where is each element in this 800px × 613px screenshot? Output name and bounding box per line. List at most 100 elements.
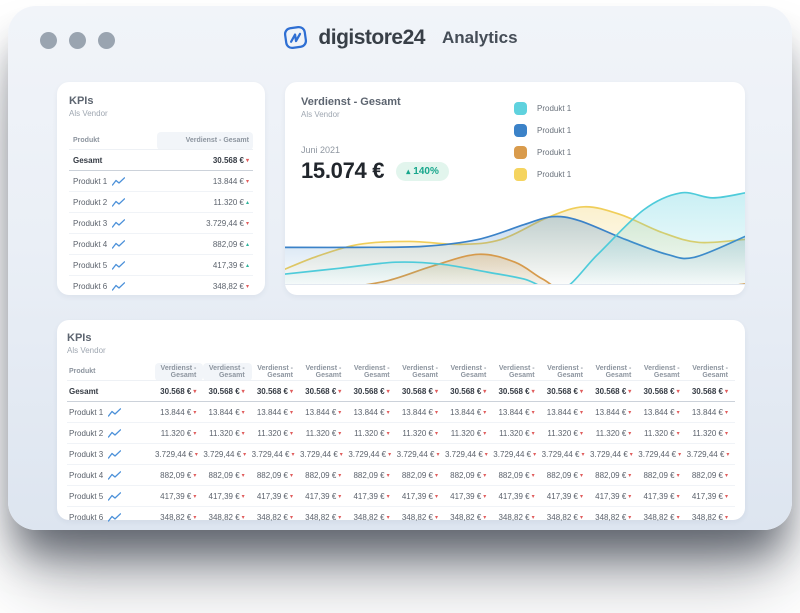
trend-indicator-icon: ▾ bbox=[724, 493, 728, 500]
trend-indicator-icon: ▾ bbox=[628, 514, 632, 521]
sparkline-icon bbox=[108, 491, 122, 501]
trend-indicator-icon: ▾ bbox=[434, 409, 438, 416]
app-header: digistore24 Analytics bbox=[8, 24, 792, 51]
product-cell: Produkt 3 bbox=[67, 443, 155, 465]
value-cell: 3.729,44 € ▾ bbox=[396, 443, 445, 465]
trend-indicator-icon: ▾ bbox=[676, 409, 680, 416]
value-cell: 882,09 € ▾ bbox=[348, 464, 397, 486]
trend-indicator-icon: ▴ bbox=[245, 241, 249, 248]
trend-indicator-icon: ▾ bbox=[193, 430, 197, 437]
table-row: Produkt 6 348,82 € ▾ 348,82 € ▾ 348,82 € ▾ 348,… bbox=[67, 506, 735, 528]
trend-indicator-icon: ▾ bbox=[193, 472, 197, 479]
trend-indicator-icon: ▾ bbox=[434, 514, 438, 521]
legend-item[interactable]: Produkt 1 bbox=[514, 168, 571, 181]
trend-indicator-icon: ▾ bbox=[434, 388, 438, 395]
sparkline-icon bbox=[112, 218, 126, 228]
value-cell: 3.729,44 € ▾ bbox=[251, 443, 300, 465]
value-cell: 348,82 € ▾ bbox=[396, 506, 445, 528]
column-header-verdienst: Verdienst - Gesamt bbox=[157, 132, 253, 150]
trend-indicator-icon: ▾ bbox=[193, 409, 197, 416]
value-cell: 30.568 € ▾ bbox=[299, 380, 349, 402]
chart-card: Verdienst - Gesamt Als Vendor Juni 2021 … bbox=[285, 82, 745, 295]
chart-period: Juni 2021 bbox=[301, 145, 341, 155]
value-cell: 882,09 € ▾ bbox=[686, 464, 735, 486]
value-cell: 11.320 € ▾ bbox=[638, 422, 687, 444]
trend-indicator-icon: ▾ bbox=[629, 451, 633, 458]
app-window: digistore24 Analytics KPIs Als Vendor Pr… bbox=[8, 6, 792, 530]
kpi-card: KPIs Als Vendor Produkt Verdienst - Gesam… bbox=[57, 82, 265, 297]
value-cell: 882,09 € ▾ bbox=[299, 464, 349, 486]
value-cell: 13.844 € ▾ bbox=[396, 401, 445, 423]
legend-item[interactable]: Produkt 1 bbox=[514, 102, 571, 115]
value-cell: 882,09 € ▾ bbox=[493, 464, 542, 486]
value-cell: 3.729,44 € ▾ bbox=[541, 443, 590, 465]
product-label: Produkt 5 bbox=[69, 491, 104, 501]
legend-item[interactable]: Produkt 1 bbox=[514, 124, 571, 137]
value-cell: 30.568 € ▾ bbox=[203, 380, 252, 402]
column-header-verdienst: Verdienst - Gesamt bbox=[692, 364, 728, 379]
trend-indicator-icon: ▾ bbox=[581, 451, 585, 458]
value-cell: 348,82 € ▾ bbox=[299, 506, 349, 528]
value-cell: 30.568 € ▾ bbox=[541, 380, 590, 402]
chart-area-3 bbox=[285, 192, 745, 284]
value-cell: 13.844 € ▾ bbox=[348, 401, 397, 423]
value-cell: 13.844 € ▾ bbox=[686, 401, 735, 423]
trend-indicator-icon: ▾ bbox=[289, 430, 293, 437]
trend-indicator-icon: ▾ bbox=[339, 451, 343, 458]
trend-indicator-icon: ▾ bbox=[676, 388, 680, 395]
table-row: Produkt 3 3.729,44 € ▾ bbox=[69, 212, 253, 234]
legend-label: Produkt 1 bbox=[537, 170, 572, 179]
trend-indicator-icon: ▾ bbox=[579, 472, 583, 479]
trend-indicator-icon: ▾ bbox=[436, 451, 440, 458]
trend-indicator-icon: ▴ bbox=[245, 262, 249, 269]
trend-indicator-icon: ▾ bbox=[386, 388, 390, 395]
sparkline-icon bbox=[108, 407, 122, 417]
trend-indicator-icon: ▾ bbox=[386, 472, 390, 479]
column-header-verdienst: Verdienst - Gesamt bbox=[257, 364, 293, 379]
product-cell: Produkt 2 bbox=[67, 422, 155, 444]
trend-indicator-icon: ▾ bbox=[338, 493, 342, 500]
up-arrow-icon: ▴ bbox=[406, 166, 411, 176]
table-header-row: Produkt Verdienst - Gesamt Verdienst - Ges… bbox=[67, 363, 735, 381]
value-cell: 3.729,44 € ▾ bbox=[686, 443, 735, 465]
trend-indicator-icon: ▾ bbox=[483, 409, 487, 416]
legend-item[interactable]: Produkt 1 bbox=[514, 146, 571, 159]
trend-indicator-icon: ▾ bbox=[531, 514, 535, 521]
trend-indicator-icon: ▾ bbox=[243, 451, 247, 458]
value-cell: 882,09 € ▴ bbox=[157, 233, 253, 255]
window-dot[interactable] bbox=[40, 32, 57, 49]
trend-badge: ▴ 140% bbox=[396, 161, 449, 181]
window-dot[interactable] bbox=[69, 32, 86, 49]
value-cell: 11.320 € ▾ bbox=[396, 422, 445, 444]
column-header-verdienst: Verdienst - Gesamt bbox=[450, 364, 487, 379]
column-header-verdienst: Verdienst - Gesamt bbox=[402, 364, 438, 379]
value-cell: 348,82 € ▾ bbox=[251, 506, 300, 528]
product-label: Gesamt bbox=[69, 386, 99, 396]
trend-indicator-icon: ▾ bbox=[628, 472, 632, 479]
value-cell: 417,39 € ▾ bbox=[493, 485, 542, 507]
product-label: Produkt 1 bbox=[73, 176, 108, 186]
value-cell: 882,09 € ▾ bbox=[444, 464, 494, 486]
table-row: Produkt 3 3.729,44 € ▾ 3.729,44 € ▾ 3.729,44 … bbox=[67, 443, 735, 465]
trend-indicator-icon: ▾ bbox=[386, 409, 390, 416]
trend-indicator-icon: ▾ bbox=[676, 472, 680, 479]
trend-indicator-icon: ▾ bbox=[338, 388, 342, 395]
column-header-produkt: Produkt bbox=[73, 137, 100, 144]
value-cell: 882,09 € ▾ bbox=[155, 464, 204, 486]
value-cell: 11.320 € ▴ bbox=[157, 191, 253, 213]
value-cell: 30.568 € ▾ bbox=[348, 380, 397, 402]
value-cell: 348,82 € ▾ bbox=[348, 506, 397, 528]
value-cell: 417,39 € ▾ bbox=[541, 485, 590, 507]
card-subtitle: Als Vendor bbox=[69, 109, 108, 118]
sparkline-icon bbox=[112, 281, 126, 291]
trend-indicator-icon: ▾ bbox=[726, 451, 730, 458]
value-cell: 13.844 € ▾ bbox=[157, 170, 253, 192]
value-cell: 11.320 € ▾ bbox=[251, 422, 300, 444]
trend-indicator-icon: ▾ bbox=[676, 430, 680, 437]
window-dot[interactable] bbox=[98, 32, 115, 49]
product-label: Produkt 2 bbox=[69, 428, 104, 438]
product-cell: Produkt 6 bbox=[67, 506, 155, 528]
value-cell: 11.320 € ▾ bbox=[686, 422, 735, 444]
legend-swatch bbox=[514, 124, 527, 137]
